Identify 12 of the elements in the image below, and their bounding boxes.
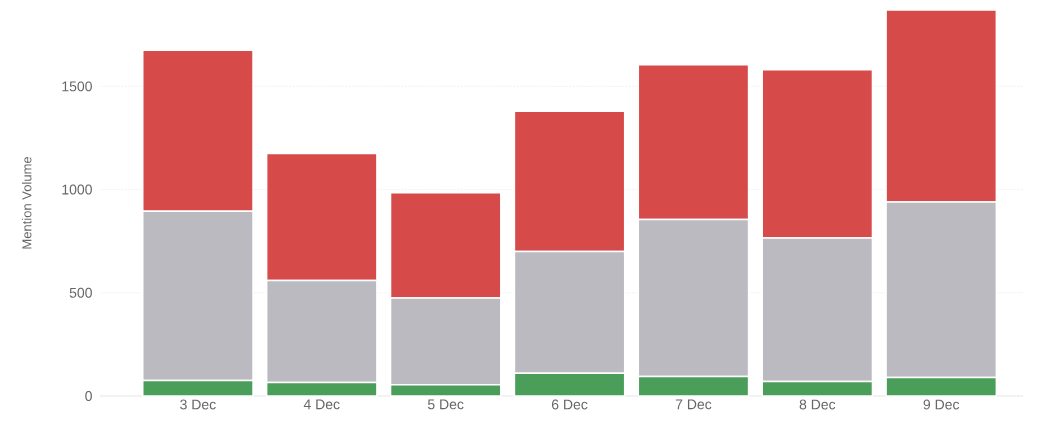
x-tick-label: 4 Dec [303,399,340,410]
y-tick-label: 1500 [62,81,92,92]
y-tick-label: 500 [69,287,92,298]
x-tick-label: 7 Dec [675,399,712,410]
y-tick-label: 0 [85,391,92,401]
x-tick-label: 8 Dec [799,399,836,410]
y-axis-title: Mention Volume [21,156,32,249]
x-tick-label: 9 Dec [923,399,960,410]
y-tick-label: 1000 [62,184,92,195]
x-tick-label: 6 Dec [551,399,588,410]
x-tick-label: 5 Dec [427,399,464,410]
x-tick-label: 3 Dec [180,399,216,410]
